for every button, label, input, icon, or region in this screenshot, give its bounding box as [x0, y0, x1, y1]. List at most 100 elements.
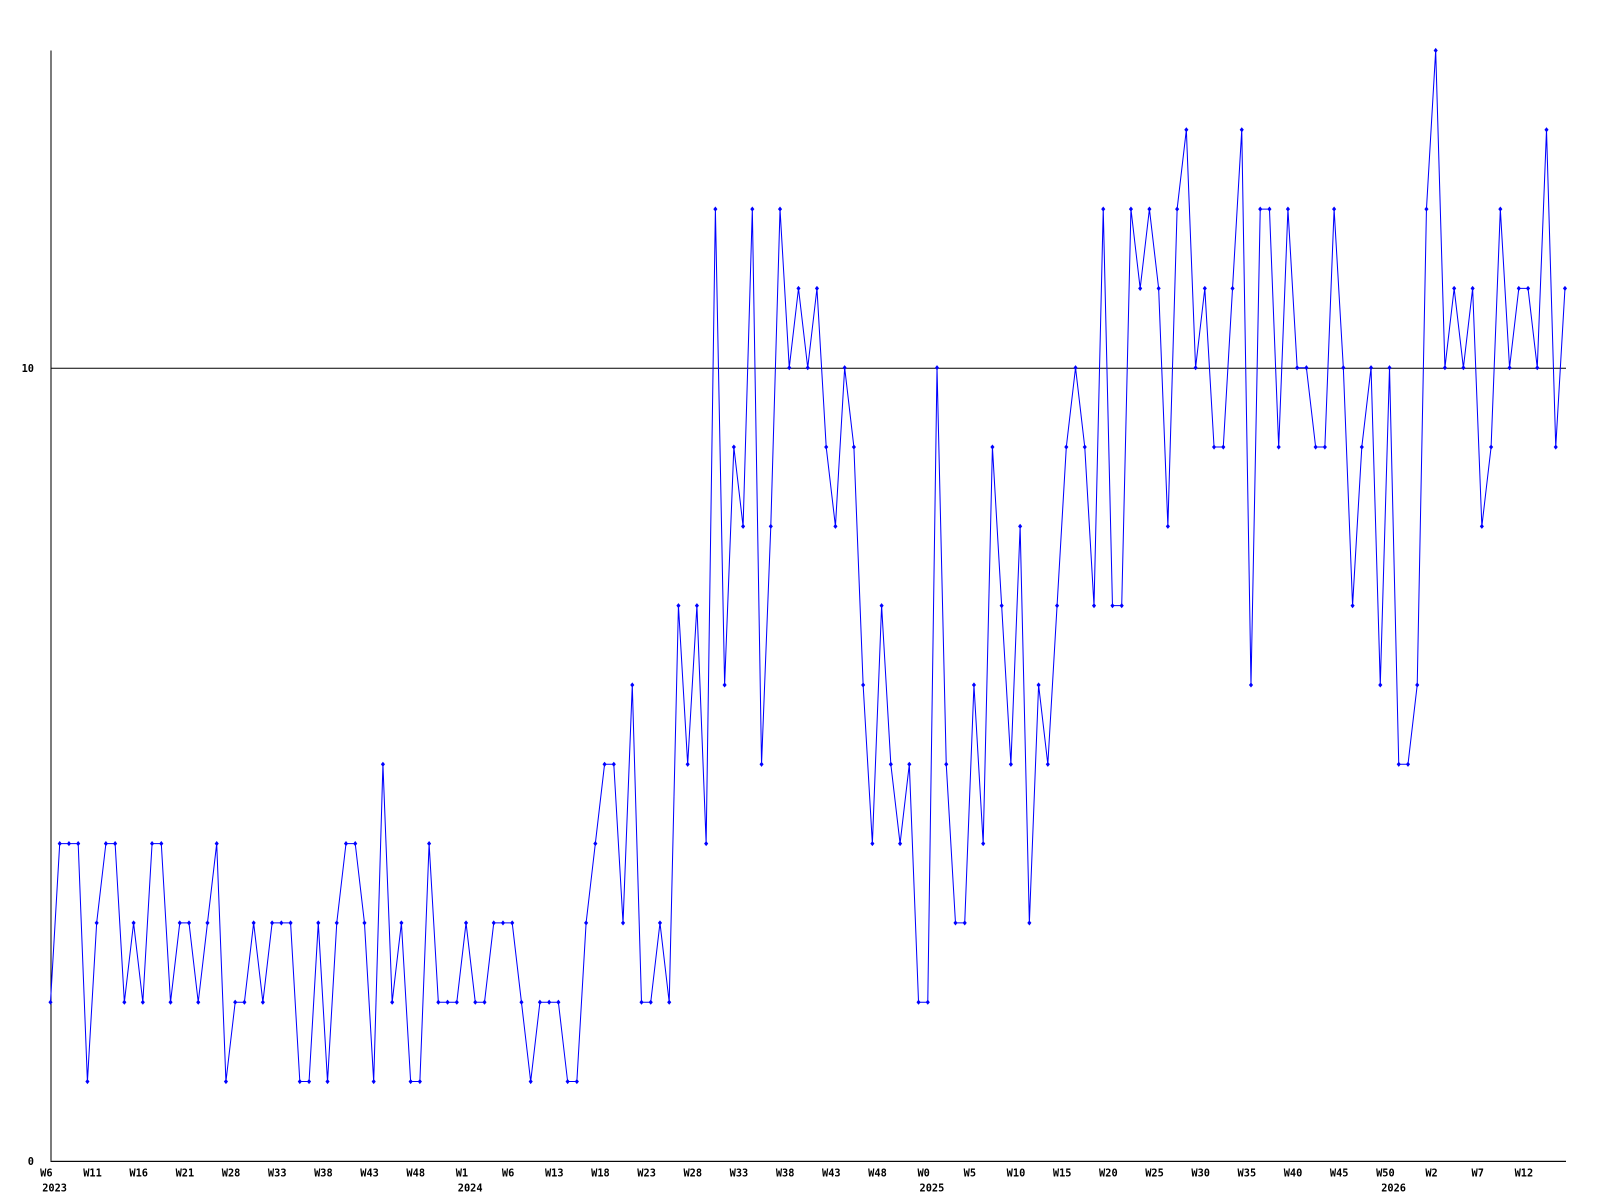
data-point — [861, 682, 866, 688]
data-point — [1498, 206, 1503, 212]
data-line — [49, 50, 1566, 1083]
data-point — [482, 999, 487, 1005]
data-point — [1156, 285, 1161, 291]
data-point — [1479, 523, 1484, 529]
data-point — [556, 999, 561, 1005]
data-point — [1045, 761, 1050, 767]
data-point — [1027, 920, 1032, 926]
data-point — [1073, 365, 1078, 371]
data-point — [870, 841, 875, 847]
data-point — [1138, 285, 1143, 291]
data-point — [1248, 682, 1254, 688]
data-point — [76, 841, 81, 847]
data-point — [584, 920, 589, 926]
data-point — [463, 920, 469, 926]
data-point — [380, 761, 385, 767]
data-point — [445, 999, 450, 1005]
data-point — [1525, 285, 1531, 291]
x-tick-label: W38 — [776, 1167, 795, 1179]
data-point — [916, 999, 921, 1005]
x-tick-label: W35 — [1238, 1167, 1257, 1179]
data-point — [833, 523, 838, 529]
data-point — [454, 999, 459, 1005]
data-point — [473, 999, 478, 1005]
data-point — [1359, 444, 1364, 450]
x-tick-label: W16 — [129, 1167, 148, 1179]
data-point — [537, 999, 542, 1005]
data-point — [251, 920, 256, 926]
data-point — [1396, 761, 1401, 767]
data-point — [242, 999, 247, 1005]
data-point — [205, 920, 210, 926]
data-point — [1267, 206, 1272, 212]
y-tick-label: 10 — [22, 363, 34, 375]
data-point — [168, 999, 173, 1005]
x-tick-label: W33 — [268, 1167, 287, 1179]
data-point — [999, 603, 1004, 609]
data-point — [1424, 206, 1429, 212]
data-point — [547, 999, 552, 1005]
data-point — [48, 999, 53, 1005]
data-point — [1165, 523, 1170, 529]
x-tick-label: W10 — [1007, 1167, 1026, 1179]
data-point — [1239, 127, 1244, 133]
data-point — [1415, 682, 1420, 688]
x-tick-label: W33 — [730, 1167, 749, 1179]
data-point — [1378, 682, 1383, 688]
x-tick-label: W7 — [1472, 1167, 1484, 1179]
data-point — [1405, 761, 1411, 767]
data-point — [1489, 444, 1494, 450]
data-point — [343, 841, 349, 847]
data-point — [1276, 444, 1281, 450]
x-tick-label: W50 — [1376, 1167, 1395, 1179]
x-year-label: 2023 — [42, 1183, 67, 1195]
data-point — [1230, 285, 1235, 291]
data-point — [639, 999, 644, 1005]
x-tick-label: W6 — [502, 1167, 514, 1179]
data-point — [1387, 365, 1392, 371]
x-tick-label: W30 — [1191, 1167, 1210, 1179]
data-point — [944, 761, 949, 767]
data-point — [362, 920, 367, 926]
data-point — [316, 920, 321, 926]
data-point — [1304, 365, 1309, 371]
x-tick-label: W21 — [176, 1167, 195, 1179]
data-point — [214, 841, 219, 847]
x-tick-label: W43 — [360, 1167, 379, 1179]
data-point — [279, 920, 284, 926]
x-tick-label: W38 — [314, 1167, 333, 1179]
data-point — [1193, 365, 1198, 371]
data-point — [1147, 206, 1152, 212]
x-tick-label: W20 — [1099, 1167, 1118, 1179]
x-year-label: 2024 — [458, 1183, 483, 1195]
data-point — [971, 682, 977, 688]
x-year-label: 2026 — [1381, 1183, 1406, 1195]
data-point — [288, 920, 293, 926]
x-tick-label: W6 — [40, 1167, 52, 1179]
data-point — [630, 682, 635, 688]
data-point — [1562, 285, 1568, 291]
data-point — [685, 761, 690, 767]
data-point — [1470, 285, 1475, 291]
data-point — [1368, 365, 1374, 371]
data-point — [408, 1078, 413, 1085]
data-point — [122, 999, 127, 1005]
data-point — [750, 206, 755, 212]
data-point — [186, 920, 192, 926]
data-point — [593, 841, 598, 847]
y-tick-label: 0 — [28, 1156, 34, 1168]
data-point — [334, 920, 339, 926]
data-point — [1322, 444, 1327, 450]
data-point — [1544, 127, 1549, 133]
data-point — [491, 920, 496, 926]
data-point — [233, 999, 238, 1005]
data-point — [1332, 206, 1337, 212]
data-point — [57, 841, 62, 847]
x-tick-label: W13 — [545, 1167, 564, 1179]
data-point — [925, 999, 930, 1005]
data-point — [824, 444, 829, 450]
data-point — [1452, 285, 1457, 291]
data-point — [528, 1078, 533, 1085]
x-tick-label: W12 — [1515, 1167, 1534, 1179]
data-point — [1221, 444, 1226, 450]
